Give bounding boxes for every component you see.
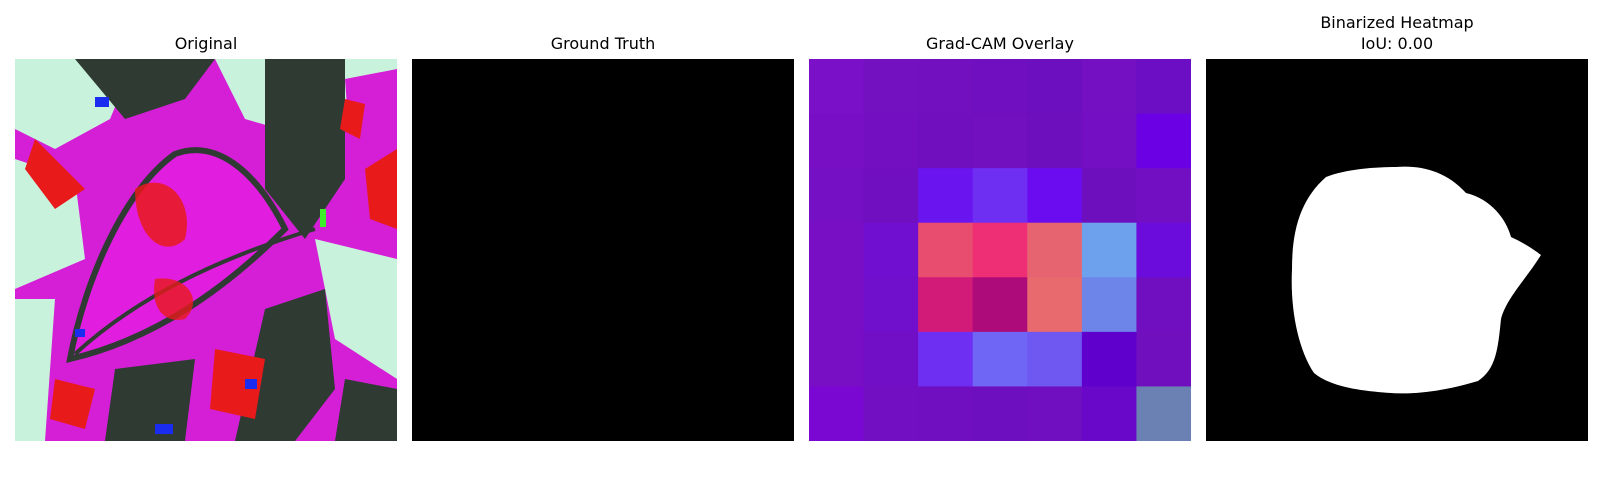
gradcam-cell: [863, 386, 919, 441]
gradcam-cell: [1027, 277, 1083, 333]
panel-ground-truth: Ground Truth: [412, 0, 794, 500]
gradcam-cell: [1081, 277, 1137, 333]
gradcam-cell: [1081, 386, 1137, 441]
panel-title-original: Original: [174, 34, 238, 53]
gradcam-cell: [1081, 59, 1137, 115]
panel-title-binarized-heatmap: Binarized Heatmap: [1320, 13, 1474, 32]
panel-binarized-heatmap: Binarized Heatmap IoU: 0.00: [1206, 0, 1588, 500]
gradcam-cell: [972, 59, 1028, 115]
gradcam-cell: [863, 277, 919, 333]
gradcam-cell: [809, 59, 865, 115]
gradcam-cell: [1027, 331, 1083, 387]
gradcam-cell: [1081, 113, 1137, 169]
gradcam-cell: [809, 222, 865, 278]
original-leaf-image: [15, 59, 397, 441]
gradcam-cell: [1136, 386, 1191, 441]
gradcam-cell: [1136, 331, 1191, 387]
gradcam-cell: [809, 168, 865, 224]
gradcam-cell: [1136, 113, 1191, 169]
gradcam-cell: [972, 113, 1028, 169]
binarized-heatmap-mask: [1206, 59, 1588, 441]
gradcam-cell: [863, 331, 919, 387]
iou-score-label: IoU: 0.00: [1360, 34, 1434, 53]
gradcam-cell: [1027, 222, 1083, 278]
gradcam-cell: [972, 331, 1028, 387]
gradcam-cell: [1081, 331, 1137, 387]
panel-original: Original: [15, 0, 397, 500]
gradcam-cell: [972, 222, 1028, 278]
gradcam-cell: [809, 113, 865, 169]
gradcam-cell: [1081, 222, 1137, 278]
gradcam-cell: [1136, 222, 1191, 278]
gradcam-cell: [1136, 277, 1191, 333]
gradcam-cell: [863, 113, 919, 169]
gradcam-cell: [918, 168, 974, 224]
ground-truth-mask: [412, 59, 794, 441]
gradcam-cell: [1027, 386, 1083, 441]
panel-title-gradcam-overlay: Grad-CAM Overlay: [926, 34, 1074, 53]
gradcam-cell: [863, 222, 919, 278]
gradcam-cell: [972, 277, 1028, 333]
gradcam-cell: [1081, 168, 1137, 224]
gradcam-cell: [972, 386, 1028, 441]
gradcam-cell: [1027, 113, 1083, 169]
gradcam-cell: [918, 59, 974, 115]
gradcam-cell: [1027, 59, 1083, 115]
gradcam-cell: [1136, 168, 1191, 224]
gradcam-cell: [1027, 168, 1083, 224]
gradcam-cell: [918, 386, 974, 441]
gradcam-cell: [918, 277, 974, 333]
panel-title-ground-truth: Ground Truth: [550, 34, 656, 53]
gradcam-overlay-image: [809, 59, 1191, 441]
gradcam-cell: [809, 386, 865, 441]
panel-gradcam-overlay: Grad-CAM Overlay: [809, 0, 1191, 500]
gradcam-cell: [918, 222, 974, 278]
gradcam-cell: [1136, 59, 1191, 115]
gradcam-cell: [809, 277, 865, 333]
gradcam-cell: [972, 168, 1028, 224]
gradcam-cell: [809, 331, 865, 387]
gradcam-cell: [918, 331, 974, 387]
gradcam-cell: [918, 113, 974, 169]
gradcam-cell: [863, 59, 919, 115]
gradcam-cell: [863, 168, 919, 224]
